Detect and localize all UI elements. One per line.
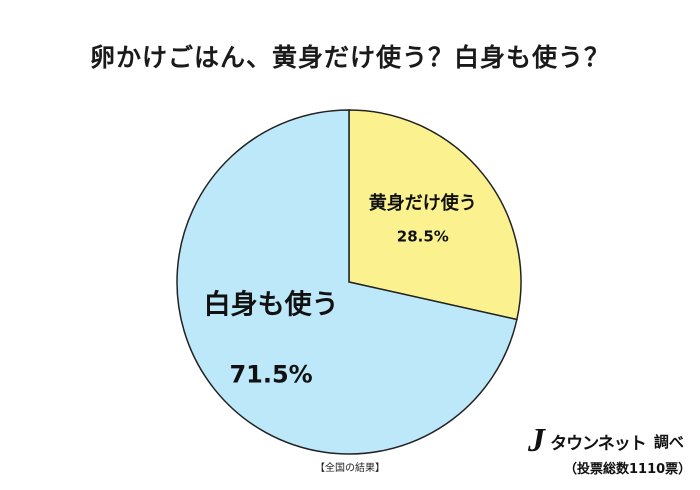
brand-mark: J [528,422,545,459]
slice-value-2: 71.5% [229,361,312,389]
footnote: 【全国の結果】 [315,463,385,474]
pie-slice-1 [348,109,522,321]
slice-label-2: 白身も使う [204,288,339,320]
credit-suffix: 調べ [653,432,684,451]
brand-name: タウンネット [550,433,647,454]
pie-slice-2 [176,109,518,455]
slice-label-1: 黄身だけ使う [369,192,477,214]
brand-logo: J タウンネット 調べ [528,424,684,458]
vote-count: （投票総数1110票） [564,462,692,477]
slice-value-1: 28.5% [397,227,449,245]
source-credit: J タウンネット 調べ （投票総数1110票） [528,424,692,480]
chart-title: 卵かけごはん、黄身だけ使う？白身も使う？ [89,43,610,72]
